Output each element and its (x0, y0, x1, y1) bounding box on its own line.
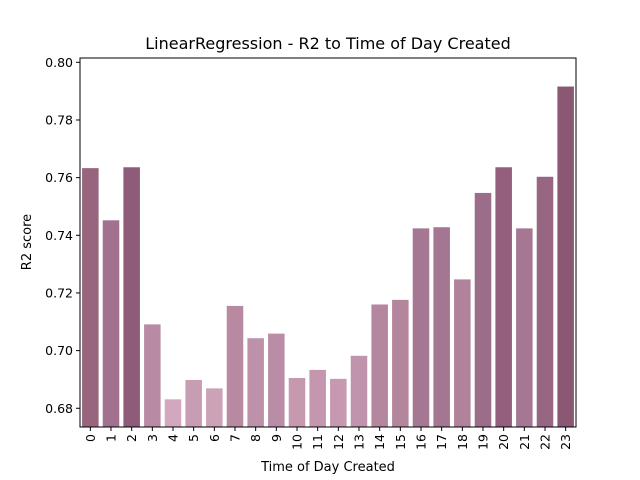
bar-5 (185, 380, 202, 427)
x-tick-label: 0 (83, 434, 98, 442)
bar-22 (536, 176, 554, 427)
x-tick-label: 6 (207, 434, 222, 442)
bar-18 (454, 279, 471, 427)
x-tick-label: 2 (124, 434, 139, 442)
bar-3 (144, 324, 161, 427)
y-tick-label: 0.72 (45, 285, 73, 300)
x-tick-label: 22 (538, 434, 553, 450)
bar-1 (102, 220, 120, 427)
x-tick-label: 19 (476, 434, 491, 450)
x-tick-label: 8 (248, 434, 263, 442)
bar-17 (433, 227, 450, 427)
x-tick-label: 9 (269, 434, 284, 442)
x-tick-label: 11 (310, 434, 325, 450)
y-tick-label: 0.70 (45, 343, 73, 358)
bar-8 (247, 338, 264, 427)
x-axis: 0 1 2 3 4 5 6 7 8 9 10 11 12 13 14 15 16 17 18 19 20 21 22 23 (83, 427, 573, 450)
x-axis-label: Time of Day Created (260, 460, 395, 475)
bar-4 (164, 399, 182, 427)
bar-13 (350, 355, 368, 427)
y-tick-label: 0.74 (45, 228, 73, 243)
x-tick-label: 20 (496, 434, 511, 450)
y-tick-label: 0.76 (45, 170, 73, 185)
x-tick-label: 4 (166, 434, 181, 442)
bar-12 (330, 378, 347, 427)
y-axis-label: R2 score (20, 214, 35, 270)
y-tick-label: 0.80 (45, 55, 73, 70)
x-tick-label: 23 (558, 434, 573, 450)
bar-14 (371, 304, 388, 427)
x-tick-label: 14 (372, 434, 387, 450)
plot-frame (79, 57, 577, 428)
x-tick-label: 1 (104, 434, 119, 442)
bar-11 (309, 369, 326, 427)
bar-20 (495, 167, 512, 427)
y-tick-label: 0.68 (45, 401, 73, 416)
chart-title: LinearRegression - R2 to Time of Day Cre… (145, 34, 510, 53)
y-tick-label: 0.78 (45, 112, 73, 127)
x-tick-label: 5 (186, 434, 201, 442)
bar-15 (392, 299, 409, 427)
x-tick-label: 15 (393, 434, 408, 450)
bar-21 (516, 228, 533, 427)
x-tick-label: 7 (228, 434, 243, 442)
bar-16 (412, 228, 430, 427)
bar-10 (288, 377, 306, 427)
x-tick-label: 16 (414, 434, 429, 450)
bar-19 (474, 192, 492, 427)
bar-6 (206, 388, 223, 427)
y-axis: 0.68 0.70 0.72 0.74 0.76 0.78 0.80 (45, 55, 80, 416)
x-tick-label: 10 (290, 434, 305, 450)
bar-9 (268, 333, 285, 427)
x-tick-label: 13 (352, 434, 367, 450)
bar-7 (226, 305, 244, 427)
bar-23 (557, 86, 574, 427)
bar-2 (123, 167, 140, 427)
x-tick-label: 12 (331, 434, 346, 450)
x-tick-label: 3 (145, 434, 160, 442)
x-tick-label: 18 (455, 434, 470, 450)
x-tick-label: 17 (434, 434, 449, 450)
x-tick-label: 21 (517, 434, 532, 450)
bar-0 (82, 168, 99, 427)
bars-group (82, 86, 574, 427)
